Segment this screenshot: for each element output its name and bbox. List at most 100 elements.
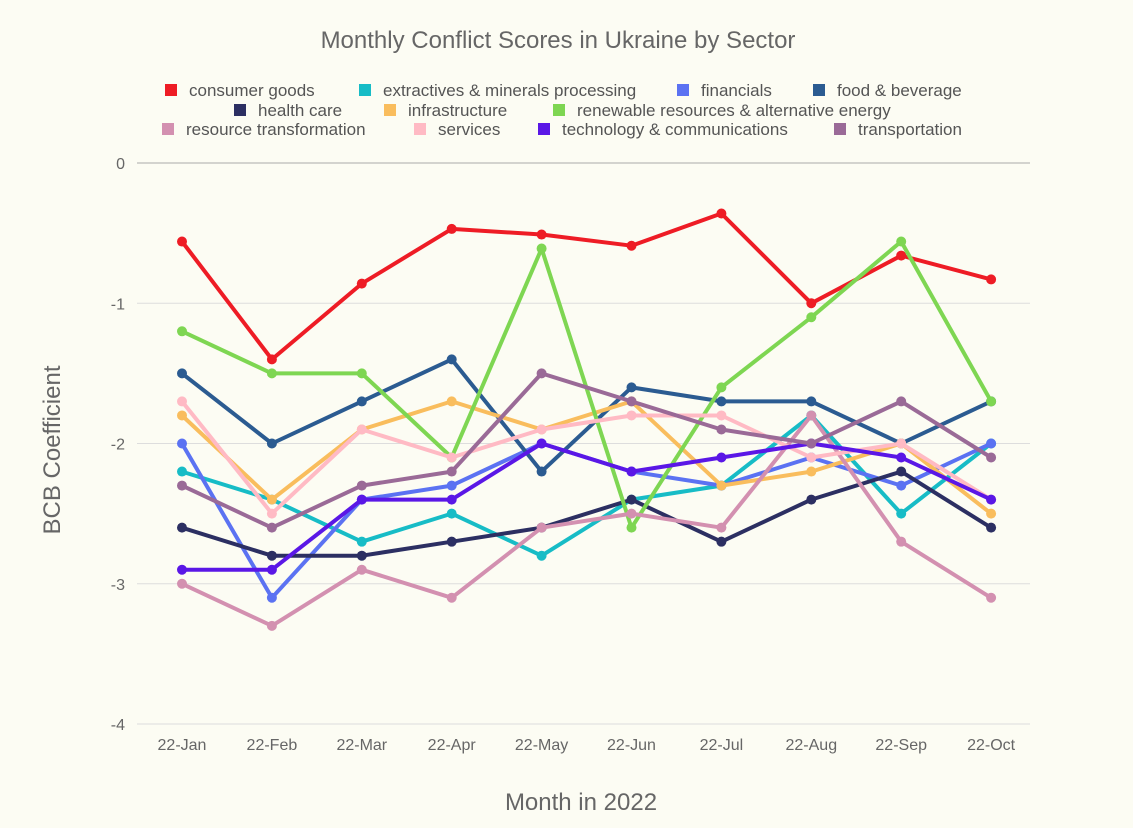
data-point[interactable] bbox=[986, 522, 997, 533]
data-point[interactable] bbox=[896, 452, 907, 463]
data-point[interactable] bbox=[986, 508, 997, 519]
data-point[interactable] bbox=[896, 536, 907, 547]
data-point[interactable] bbox=[536, 229, 547, 240]
data-point[interactable] bbox=[626, 382, 637, 393]
data-point[interactable] bbox=[716, 452, 727, 463]
data-point[interactable] bbox=[356, 480, 367, 491]
data-point[interactable] bbox=[356, 368, 367, 379]
data-point[interactable] bbox=[716, 424, 727, 435]
data-point[interactable] bbox=[177, 368, 187, 379]
data-point[interactable] bbox=[626, 522, 637, 533]
data-point[interactable] bbox=[177, 410, 187, 421]
data-point[interactable] bbox=[356, 536, 367, 547]
data-point[interactable] bbox=[806, 494, 817, 505]
data-point[interactable] bbox=[356, 494, 367, 505]
data-point[interactable] bbox=[356, 550, 367, 561]
data-point[interactable] bbox=[356, 278, 367, 289]
data-point[interactable] bbox=[716, 396, 727, 407]
data-point[interactable] bbox=[177, 326, 187, 337]
legend-item[interactable]: health care bbox=[234, 101, 342, 120]
data-point[interactable] bbox=[177, 522, 187, 533]
data-point[interactable] bbox=[266, 620, 277, 631]
data-point[interactable] bbox=[626, 410, 637, 421]
data-point[interactable] bbox=[536, 438, 547, 449]
data-point[interactable] bbox=[356, 424, 367, 435]
legend-item[interactable]: services bbox=[414, 120, 500, 139]
data-point[interactable] bbox=[896, 480, 907, 491]
data-point[interactable] bbox=[177, 236, 187, 247]
data-point[interactable] bbox=[986, 452, 997, 463]
data-point[interactable] bbox=[446, 354, 457, 365]
data-point[interactable] bbox=[896, 508, 907, 519]
legend-item[interactable]: renewable resources & alternative energy bbox=[553, 101, 891, 120]
data-point[interactable] bbox=[806, 312, 817, 323]
data-point[interactable] bbox=[266, 522, 277, 533]
data-point[interactable] bbox=[446, 508, 457, 519]
data-point[interactable] bbox=[356, 564, 367, 575]
data-point[interactable] bbox=[536, 550, 547, 561]
data-point[interactable] bbox=[446, 466, 457, 477]
data-point[interactable] bbox=[626, 508, 637, 519]
data-point[interactable] bbox=[716, 522, 727, 533]
data-point[interactable] bbox=[626, 494, 637, 505]
data-point[interactable] bbox=[266, 494, 277, 505]
legend-item[interactable]: infrastructure bbox=[384, 101, 507, 120]
data-point[interactable] bbox=[536, 243, 547, 254]
data-point[interactable] bbox=[626, 240, 637, 251]
data-point[interactable] bbox=[177, 578, 187, 589]
legend-item[interactable]: extractives & minerals processing bbox=[359, 81, 636, 100]
legend-item[interactable]: consumer goods bbox=[165, 81, 315, 100]
data-point[interactable] bbox=[177, 480, 187, 491]
data-point[interactable] bbox=[266, 438, 277, 449]
data-point[interactable] bbox=[446, 452, 457, 463]
data-point[interactable] bbox=[266, 354, 277, 365]
data-point[interactable] bbox=[716, 410, 727, 421]
data-point[interactable] bbox=[716, 480, 727, 491]
data-point[interactable] bbox=[806, 396, 817, 407]
data-point[interactable] bbox=[446, 494, 457, 505]
data-point[interactable] bbox=[266, 550, 277, 561]
data-point[interactable] bbox=[177, 396, 187, 407]
data-point[interactable] bbox=[536, 522, 547, 533]
data-point[interactable] bbox=[266, 592, 277, 603]
data-point[interactable] bbox=[266, 508, 277, 519]
data-point[interactable] bbox=[716, 536, 727, 547]
data-point[interactable] bbox=[986, 274, 997, 285]
data-point[interactable] bbox=[896, 466, 907, 477]
data-point[interactable] bbox=[446, 592, 457, 603]
data-point[interactable] bbox=[446, 396, 457, 407]
data-point[interactable] bbox=[986, 396, 997, 407]
data-point[interactable] bbox=[536, 424, 547, 435]
data-point[interactable] bbox=[177, 438, 187, 449]
data-point[interactable] bbox=[896, 438, 907, 449]
data-point[interactable] bbox=[986, 592, 997, 603]
legend-item[interactable]: financials bbox=[677, 81, 772, 100]
data-point[interactable] bbox=[626, 466, 637, 477]
data-point[interactable] bbox=[806, 438, 817, 449]
data-point[interactable] bbox=[626, 396, 637, 407]
legend-item[interactable]: transportation bbox=[834, 120, 962, 139]
legend-item[interactable]: resource transformation bbox=[162, 120, 366, 139]
data-point[interactable] bbox=[986, 438, 997, 449]
data-point[interactable] bbox=[266, 564, 277, 575]
data-point[interactable] bbox=[446, 480, 457, 491]
data-point[interactable] bbox=[896, 236, 907, 247]
data-point[interactable] bbox=[356, 396, 367, 407]
data-point[interactable] bbox=[806, 466, 817, 477]
data-point[interactable] bbox=[716, 382, 727, 393]
data-point[interactable] bbox=[716, 208, 727, 219]
data-point[interactable] bbox=[986, 494, 997, 505]
legend-item[interactable]: technology & communications bbox=[538, 120, 788, 139]
data-point[interactable] bbox=[806, 410, 817, 421]
data-point[interactable] bbox=[806, 298, 817, 309]
data-point[interactable] bbox=[536, 368, 547, 379]
data-point[interactable] bbox=[536, 466, 547, 477]
data-point[interactable] bbox=[446, 536, 457, 547]
data-point[interactable] bbox=[896, 250, 907, 261]
data-point[interactable] bbox=[177, 466, 187, 477]
data-point[interactable] bbox=[446, 223, 457, 234]
data-point[interactable] bbox=[266, 368, 277, 379]
data-point[interactable] bbox=[177, 564, 187, 575]
data-point[interactable] bbox=[806, 452, 817, 463]
legend-item[interactable]: food & beverage bbox=[813, 81, 962, 100]
